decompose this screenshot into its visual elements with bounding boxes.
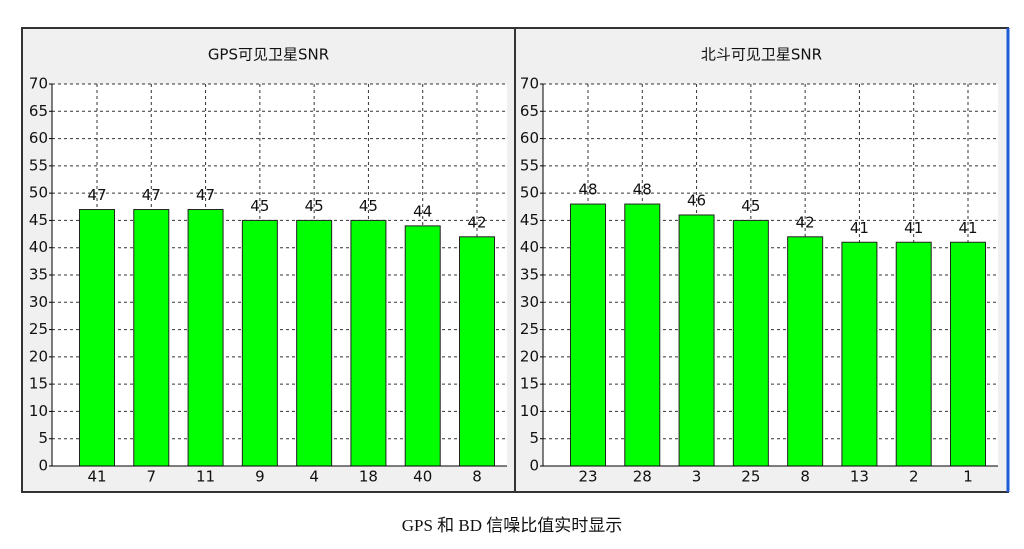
bar <box>678 214 715 467</box>
y-tick-label: 70 <box>520 75 539 93</box>
x-tick-label: 11 <box>196 468 215 486</box>
x-tick-label: 23 <box>578 468 597 486</box>
y-tick-label: 55 <box>520 156 539 174</box>
y-tick-label: 40 <box>520 238 539 256</box>
y-tick-label: 35 <box>520 266 539 284</box>
bar <box>950 241 986 467</box>
value-label: 42 <box>467 213 486 231</box>
y-tick-label: 0 <box>38 457 48 475</box>
chart-title: 北斗可见卫星SNR <box>701 46 822 64</box>
value-label: 44 <box>413 202 432 220</box>
x-tick-label: 18 <box>359 468 378 486</box>
y-tick-label: 55 <box>29 156 48 174</box>
value-label: 48 <box>578 181 597 199</box>
bar <box>459 236 495 467</box>
bar <box>350 219 387 467</box>
value-label: 46 <box>687 191 706 209</box>
x-tick-label: 8 <box>800 468 810 486</box>
bar <box>732 219 769 467</box>
y-tick-label: 50 <box>29 184 48 202</box>
y-tick-label: 15 <box>29 375 48 393</box>
y-tick-label: 60 <box>520 129 539 147</box>
x-tick-label: 2 <box>909 468 919 486</box>
y-tick-label: 45 <box>520 211 539 229</box>
bar <box>187 209 224 467</box>
x-tick-label: 1 <box>963 468 973 486</box>
y-tick-label: 5 <box>38 429 48 447</box>
y-tick-label: 60 <box>29 129 48 147</box>
x-tick-label: 7 <box>147 468 157 486</box>
y-tick-label: 30 <box>520 293 539 311</box>
bar <box>404 225 441 467</box>
value-label: 45 <box>359 197 378 215</box>
value-label: 47 <box>142 186 161 204</box>
value-label: 45 <box>250 197 269 215</box>
x-tick-label: 4 <box>309 468 319 486</box>
bar <box>624 203 661 467</box>
value-label: 47 <box>87 186 106 204</box>
chart-title: GPS可见卫星SNR <box>208 46 329 64</box>
bar <box>787 236 824 467</box>
y-tick-label: 65 <box>520 102 539 120</box>
bar <box>841 241 878 467</box>
bar <box>296 219 333 467</box>
y-tick-label: 50 <box>520 184 539 202</box>
x-tick-label: 28 <box>633 468 652 486</box>
bar <box>241 219 278 467</box>
value-label: 41 <box>850 219 869 237</box>
value-label: 42 <box>796 213 815 231</box>
bar <box>895 241 932 467</box>
y-tick-label: 25 <box>520 320 539 338</box>
y-tick-label: 10 <box>520 402 539 420</box>
y-tick-label: 10 <box>29 402 48 420</box>
caption: GPS 和 BD 信噪比值实时显示 <box>402 516 623 535</box>
value-label: 41 <box>958 219 977 237</box>
y-tick-label: 30 <box>29 293 48 311</box>
value-label: 41 <box>904 219 923 237</box>
x-tick-label: 13 <box>850 468 869 486</box>
value-label: 48 <box>633 181 652 199</box>
y-tick-label: 20 <box>29 347 48 365</box>
y-tick-label: 25 <box>29 320 48 338</box>
value-label: 47 <box>196 186 215 204</box>
y-tick-label: 40 <box>29 238 48 256</box>
y-tick-label: 15 <box>520 375 539 393</box>
x-tick-label: 3 <box>692 468 702 486</box>
y-tick-label: 0 <box>529 457 539 475</box>
y-tick-label: 70 <box>29 75 48 93</box>
bar <box>133 209 170 467</box>
x-tick-label: 41 <box>87 468 106 486</box>
bar <box>79 209 115 467</box>
x-tick-label: 40 <box>413 468 432 486</box>
y-tick-label: 65 <box>29 102 48 120</box>
y-tick-label: 35 <box>29 266 48 284</box>
y-tick-label: 45 <box>29 211 48 229</box>
value-label: 45 <box>305 197 324 215</box>
y-tick-label: 5 <box>529 429 539 447</box>
x-tick-label: 8 <box>472 468 482 486</box>
y-tick-label: 20 <box>520 347 539 365</box>
bar <box>570 203 606 467</box>
x-tick-label: 25 <box>741 468 760 486</box>
value-label: 45 <box>741 197 760 215</box>
x-tick-label: 9 <box>255 468 265 486</box>
